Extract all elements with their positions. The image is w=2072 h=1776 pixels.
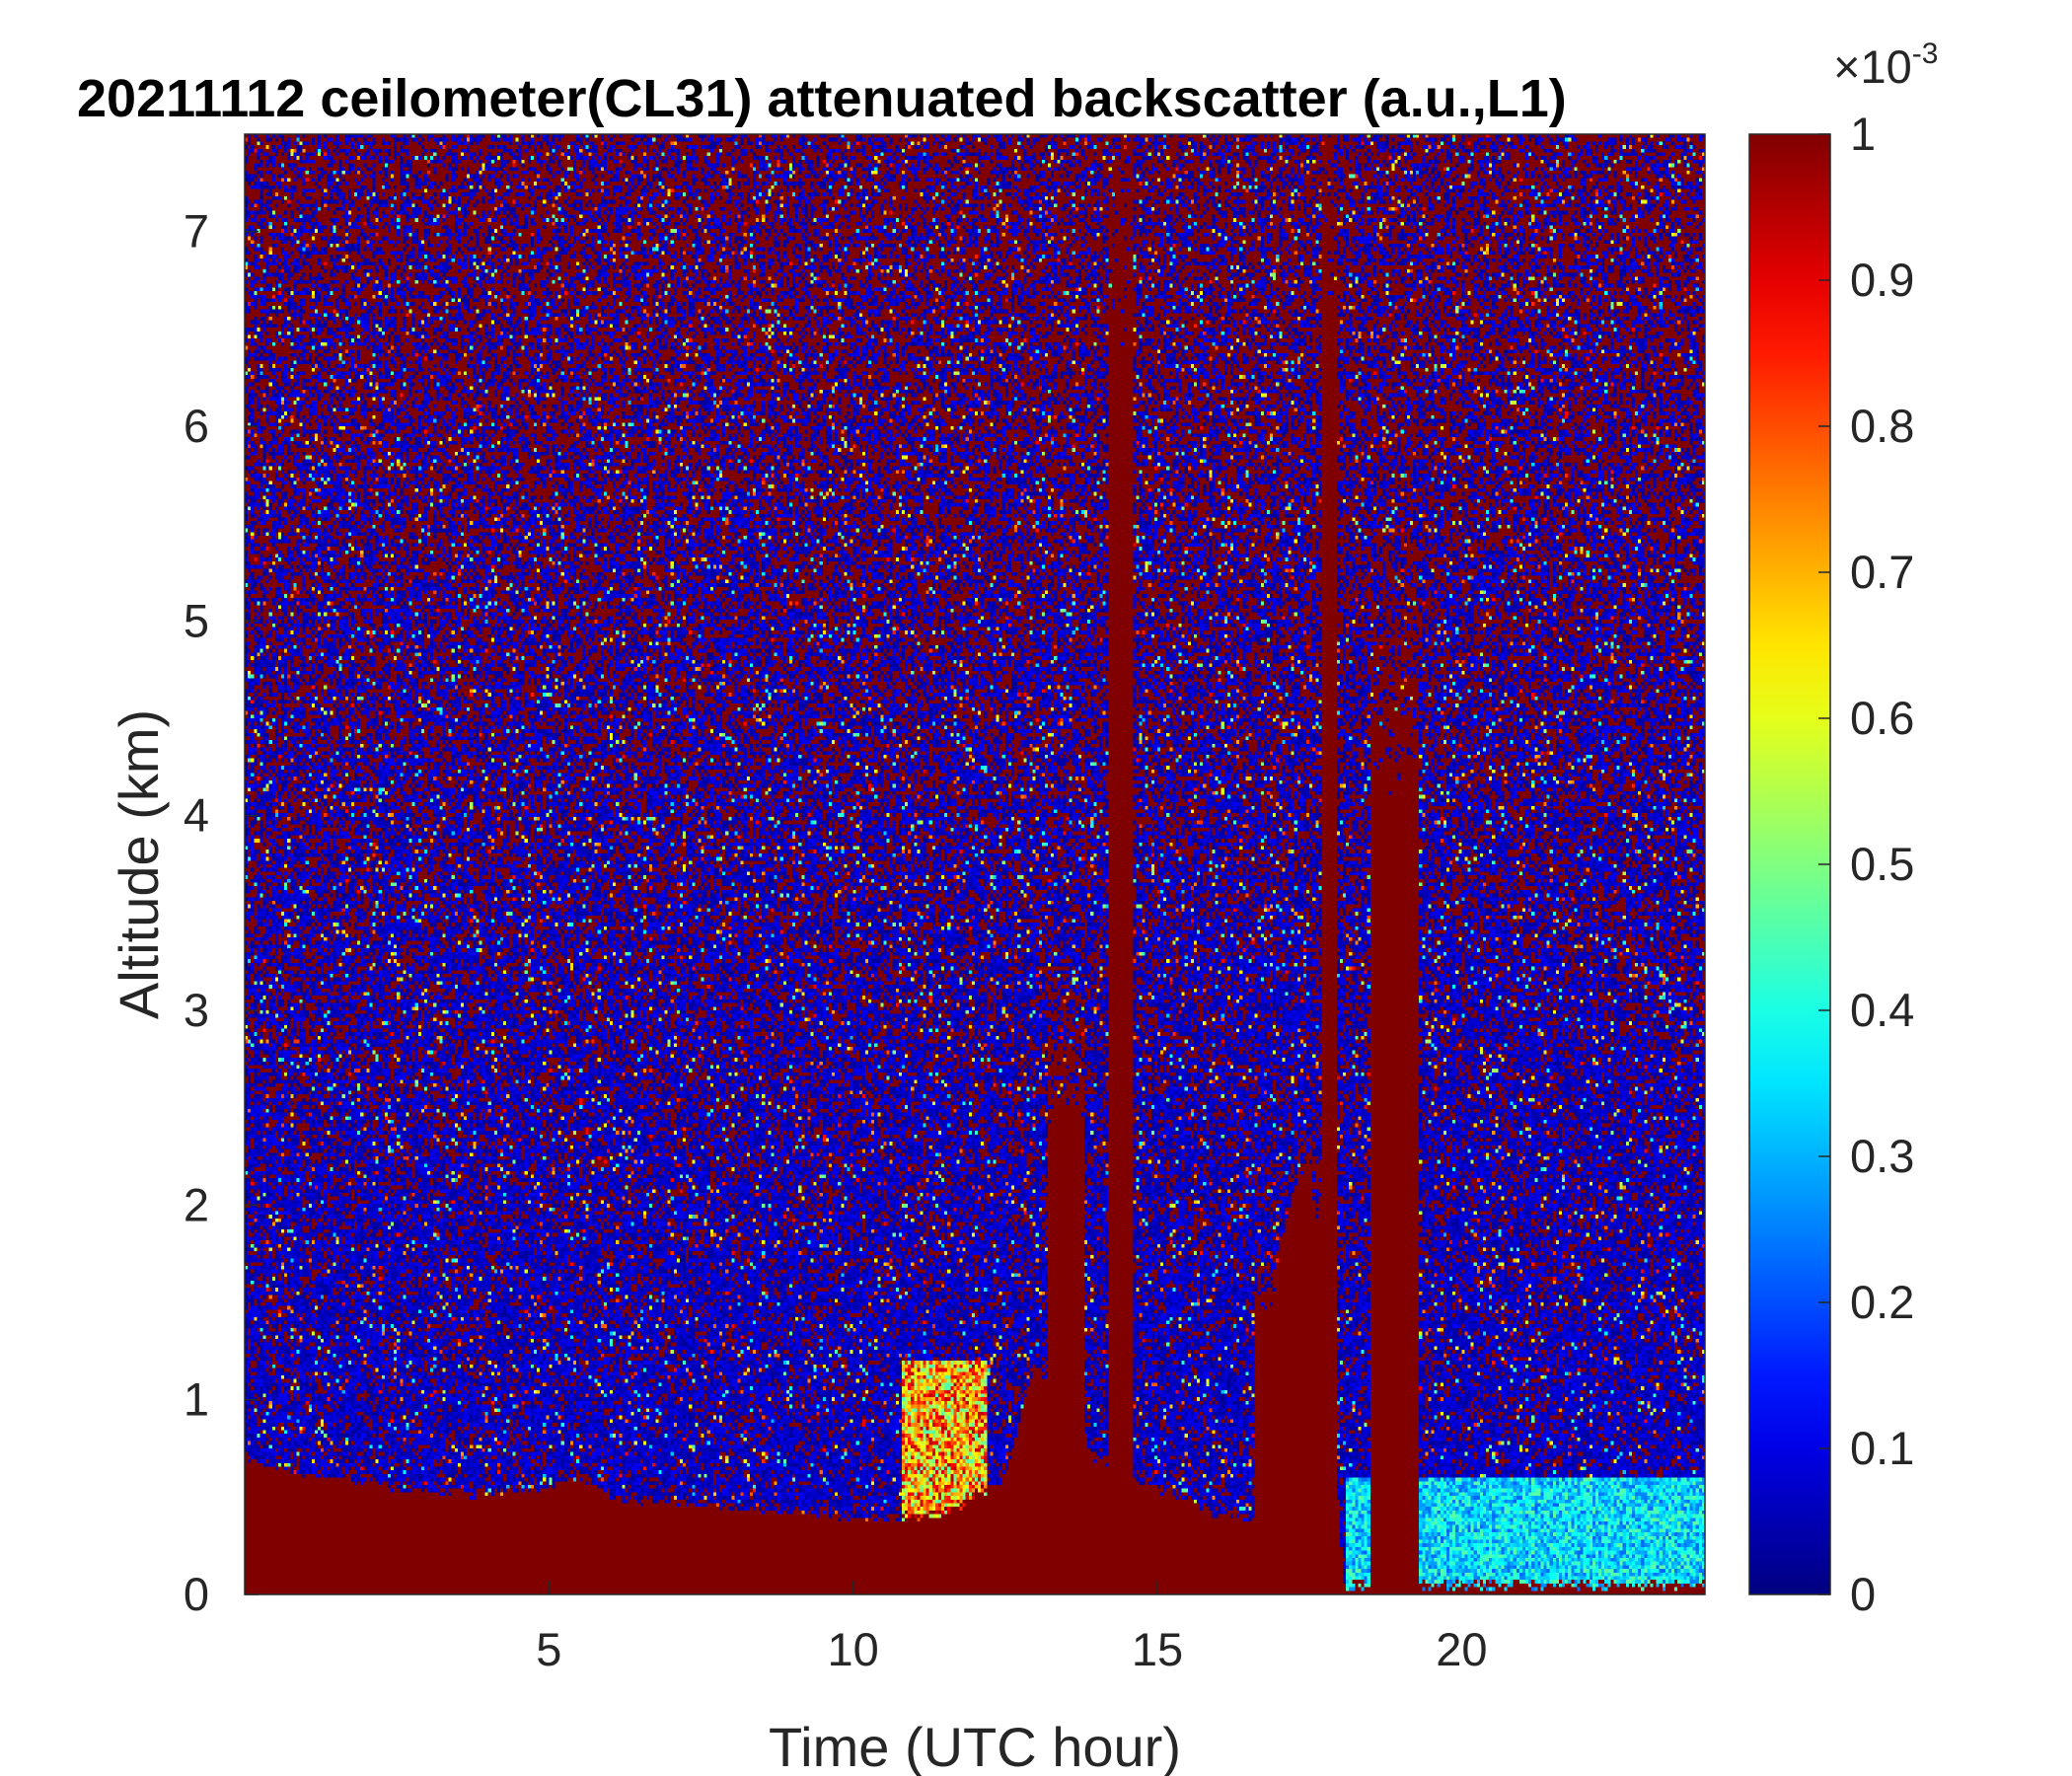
colorbar-tick-label: 0.6 — [1850, 692, 1914, 744]
plot-frame — [244, 133, 1706, 1595]
colorbar-tick-label: 1 — [1850, 108, 1876, 160]
y-tick-label: 2 — [184, 1178, 209, 1230]
colorbar-ticks: 0 0.1 0.2 0.3 0.4 0.5 0.6 0.7 0.8 0.9 1 — [1818, 108, 1914, 1620]
chart-title: 20211112 ceilometer(CL31) attenuated bac… — [77, 69, 1567, 128]
colorbar-tick-label: 0.1 — [1850, 1422, 1914, 1474]
plot-area — [244, 133, 1706, 1595]
x-axis: 5 10 15 20 — [536, 1581, 1487, 1675]
y-tick-label: 3 — [184, 984, 209, 1036]
y-tick-label: 6 — [184, 400, 209, 452]
y-tick-label: 7 — [184, 205, 209, 258]
colorbar-exponent: ×10-3 — [1833, 37, 1938, 93]
y-tick-label: 0 — [184, 1568, 209, 1620]
colorbar: 0 0.1 0.2 0.3 0.4 0.5 0.6 0.7 0.8 0.9 1 ×10-3 — [1748, 37, 1938, 1620]
colorbar-scale — [1748, 133, 1831, 1595]
colorbar-tick-label: 0.9 — [1850, 254, 1914, 306]
colorbar-exponent-base: ×10 — [1833, 40, 1912, 93]
colorbar-exponent-power: -3 — [1912, 37, 1939, 70]
x-tick-label: 15 — [1132, 1623, 1183, 1675]
y-axis-label: Altitude (km) — [108, 709, 170, 1019]
colorbar-tick-label: 0.2 — [1850, 1276, 1914, 1328]
y-tick-label: 1 — [184, 1373, 209, 1426]
backscatter-heatmap — [245, 134, 1705, 1594]
colorbar-tick-label: 0.5 — [1850, 838, 1914, 890]
colorbar-tick-label: 0.8 — [1850, 400, 1914, 452]
x-tick-label: 5 — [536, 1623, 561, 1675]
y-tick-label: 4 — [184, 789, 209, 842]
colorbar-tick-label: 0 — [1850, 1568, 1876, 1620]
x-axis-label: Time (UTC hour) — [769, 1716, 1181, 1776]
x-tick-label: 10 — [828, 1623, 879, 1675]
colorbar-tick-label: 0.3 — [1850, 1130, 1914, 1182]
y-axis: 0 1 2 3 4 5 6 7 — [184, 205, 259, 1620]
y-tick-label: 5 — [184, 594, 209, 646]
colorbar-tick-label: 0.7 — [1850, 546, 1914, 598]
x-tick-label: 20 — [1436, 1623, 1487, 1675]
colorbar-tick-label: 0.4 — [1850, 984, 1914, 1036]
